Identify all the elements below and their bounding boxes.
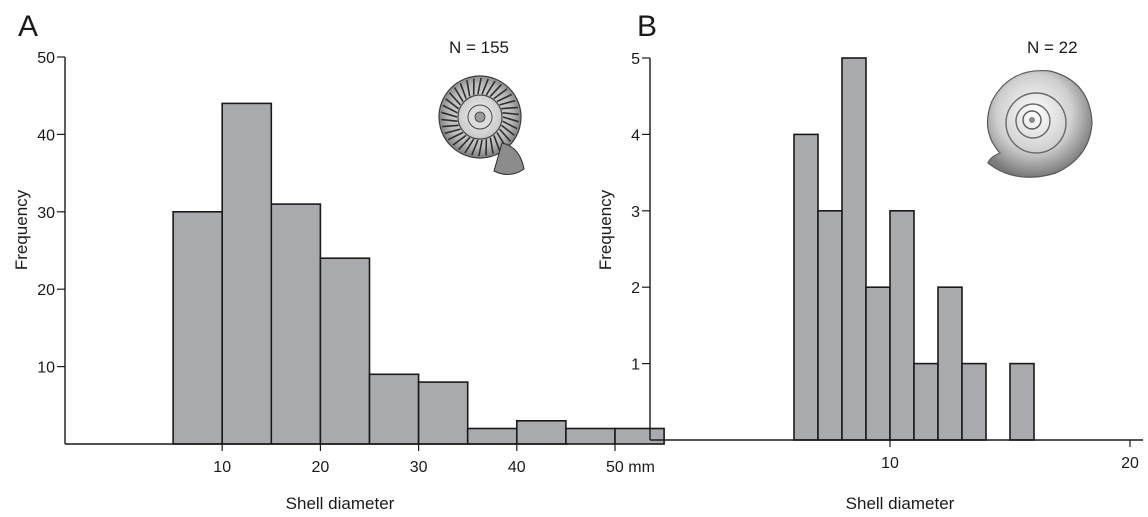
ammonite-rib: [499, 99, 516, 106]
ammonite-rib: [445, 98, 460, 110]
panel-b-y-tick-label: 5: [631, 51, 640, 68]
ammonite-rib: [478, 139, 483, 157]
panel-b-bar-4: [865, 286, 891, 441]
ammonite-rib: [496, 93, 513, 103]
ammonite-rib: [453, 87, 464, 102]
panel-a-bar-7: [466, 427, 518, 445]
panel-a-plot: 10 20 30 40 50 10 20 30 40 50 mm: [37, 50, 665, 476]
panel-b-bar-1: [793, 133, 819, 441]
ammonite-rib: [493, 135, 501, 151]
ammonite-rib: [442, 124, 459, 128]
ammonite-rib: [489, 137, 494, 154]
panel-a-y-tick-label: 40: [37, 127, 55, 144]
panel-b-y-axis-title: Frequency: [596, 189, 615, 270]
panel-a-bar-5: [368, 373, 420, 445]
panel-b-y-tick-label: 1: [631, 357, 640, 374]
smooth-ammonite-icon: [986, 69, 1093, 178]
panel-b-letter: B: [637, 10, 657, 43]
ammonite-rib: [481, 78, 489, 95]
ammonite-rib: [471, 139, 479, 156]
ammonite-rib: [441, 118, 458, 122]
panel-a-x-axis-title: Shell diameter: [286, 494, 395, 513]
ammonite-rib: [485, 80, 496, 96]
panel-b-bar-2: [817, 210, 843, 441]
panel-b-x-axis-title: Shell diameter: [846, 494, 955, 513]
panel-b-x-tick-label: 20: [1121, 455, 1139, 472]
ammonite-rib: [466, 80, 471, 97]
panel-b-y-tick-label: 3: [631, 204, 640, 221]
ammonite-rib: [444, 128, 461, 135]
panel-a-bar-6: [417, 381, 469, 445]
panel-b-bar-8: [961, 362, 987, 441]
panel-a-bar-9: [565, 427, 616, 445]
ribbed-ammonite-icon: [438, 75, 525, 175]
ammonite-rib: [502, 120, 518, 130]
panel-a-bar-8: [515, 419, 567, 445]
ammonite-rib: [500, 124, 515, 136]
panel-b-sample-size: N = 22: [1027, 38, 1078, 57]
panel-a-x-tick-label: 50 mm: [606, 459, 655, 476]
panel-b-bar-7: [937, 286, 963, 441]
ammonite-rib: [489, 83, 502, 97]
ammonite-rib: [458, 137, 471, 151]
panel-b: B N = 22 Frequency Shell diameter 123451…: [596, 10, 1143, 513]
ammonite-rib: [499, 128, 512, 142]
ammonite-rib: [501, 106, 518, 110]
ammonite-rib: [448, 92, 461, 106]
panel-b-y-tick-label: 2: [631, 280, 640, 297]
ammonite-rib: [464, 138, 475, 154]
panel-a-letter: A: [18, 10, 38, 43]
ammonite-rib: [441, 111, 458, 118]
ammonite-rib: [493, 88, 508, 100]
panel-a-bar-2: [221, 102, 273, 445]
panel-b-plot: 1 2 3 4 5 10 20: [631, 51, 1143, 472]
panel-b-bar-5: [889, 210, 915, 441]
panel-a-x-tick-label: 40: [508, 459, 526, 476]
ammonite-rib: [459, 83, 467, 99]
ammonite-rib: [447, 131, 464, 141]
panel-b-x-tick-label: 10: [881, 455, 899, 472]
panel-b-y-tick-label: 4: [631, 127, 640, 144]
panel-a-y-axis-title: Frequency: [12, 189, 31, 270]
panel-a-y-tick-label: 20: [37, 282, 55, 299]
panel-a-x-tick-label: 10: [213, 459, 231, 476]
panel-a-bar-1: [172, 211, 224, 445]
panel-a: A N = 155 Frequency Shell diameter 10 20 3…: [12, 10, 665, 513]
panel-a-y-tick-label: 30: [37, 205, 55, 222]
panel-a-bar-4: [319, 257, 371, 445]
ammonite-rib: [502, 112, 519, 116]
panel-b-bar-9: [1009, 362, 1035, 441]
panel-a-x-tick-label: 30: [410, 459, 428, 476]
panel-a-y-tick-label: 50: [37, 50, 55, 67]
ammonite-rib: [452, 134, 467, 146]
panel-b-bar-6: [913, 362, 939, 441]
ammonite-rib: [442, 104, 458, 114]
panel-a-bar-3: [270, 203, 322, 445]
panel-a-y-tick-label: 10: [37, 360, 55, 377]
panel-a-sample-size: N = 155: [449, 38, 509, 57]
panel-a-x-tick-label: 20: [312, 459, 330, 476]
ammonite-rib: [477, 77, 482, 95]
panel-b-bar-3: [841, 57, 867, 441]
panel-a-bar-10: [614, 427, 665, 445]
ammonite-rib: [502, 116, 519, 123]
